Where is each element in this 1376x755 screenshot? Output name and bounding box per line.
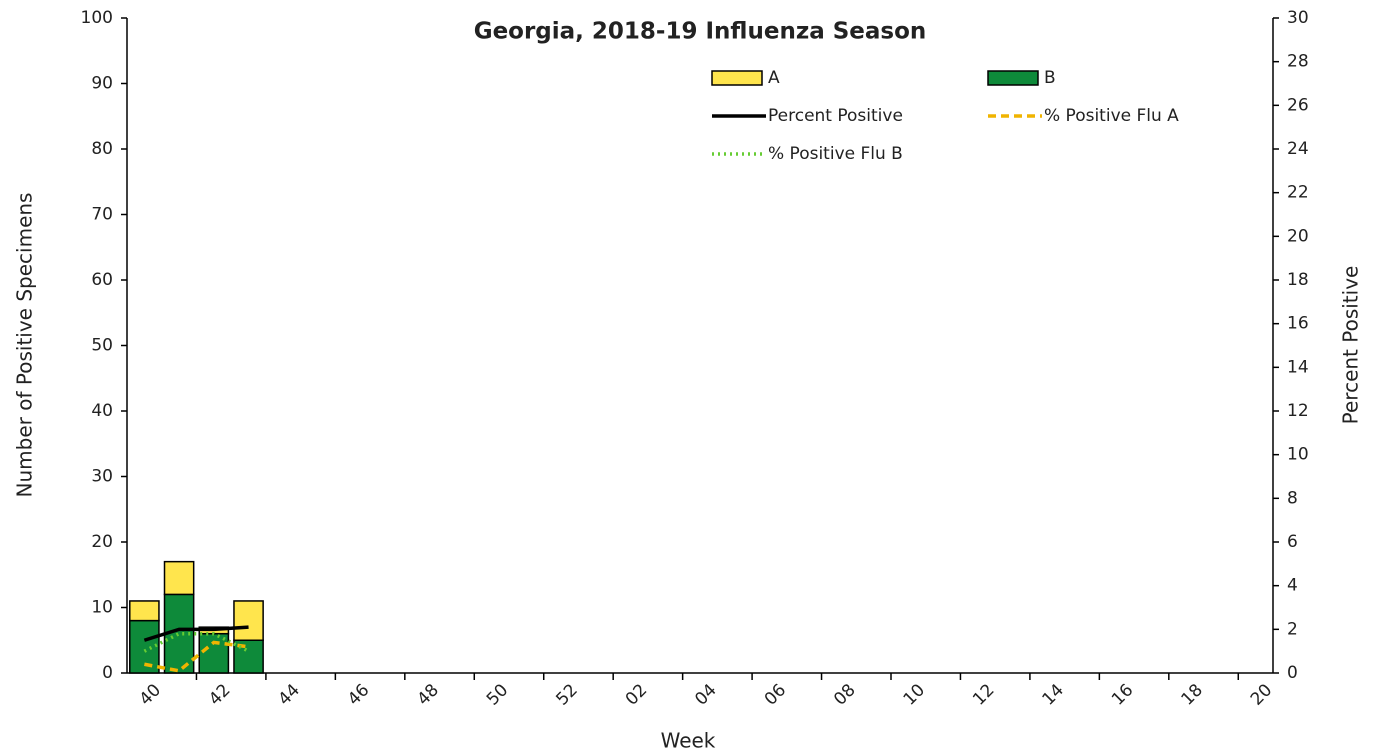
x-tick-label: 42 — [205, 680, 234, 709]
y2-tick-label: 10 — [1287, 445, 1309, 465]
x-tick-label: 40 — [136, 680, 165, 709]
legend-swatch — [711, 70, 763, 86]
legend-label: Percent Positive — [768, 106, 903, 126]
x-tick-label: 50 — [483, 680, 512, 709]
chart-title: Georgia, 2018-19 Influenza Season — [474, 19, 927, 45]
x-tick-label: 44 — [275, 680, 304, 709]
x-tick-label: 06 — [761, 680, 790, 709]
y-tick-label: 80 — [91, 139, 113, 159]
y2-tick-label: 0 — [1287, 663, 1298, 683]
x-tick-label: 14 — [1039, 680, 1068, 709]
bar — [129, 600, 160, 622]
y2-tick-label: 28 — [1287, 52, 1309, 72]
y-tick-label: 0 — [102, 663, 113, 683]
y-tick-label: 20 — [91, 532, 113, 552]
y-tick-label: 90 — [91, 74, 113, 94]
y-tick-label: 40 — [91, 401, 113, 421]
y-tick-label: 10 — [91, 598, 113, 618]
x-tick-label: 20 — [1247, 680, 1276, 709]
line-series — [143, 625, 249, 642]
y2-tick-label: 26 — [1287, 95, 1309, 115]
y-tick-label: 70 — [91, 205, 113, 225]
x-tick-label: 04 — [691, 680, 720, 709]
y2-tick-label: 14 — [1287, 357, 1309, 377]
x-axis-label: Week — [661, 729, 716, 753]
bar — [233, 600, 264, 642]
y2-tick-label: 4 — [1287, 576, 1298, 596]
y2-tick-label: 18 — [1287, 270, 1309, 290]
y-tick-label: 60 — [91, 270, 113, 290]
y2-tick-label: 30 — [1287, 8, 1309, 28]
y2-tick-label: 22 — [1287, 183, 1309, 203]
x-tick-label: 18 — [1177, 680, 1206, 709]
x-tick-label: 48 — [413, 680, 442, 709]
y2-tick-label: 12 — [1287, 401, 1309, 421]
y-tick-label: 50 — [91, 336, 113, 356]
y2-axis-label: Percent Positive — [1339, 266, 1363, 425]
y-tick-label: 100 — [81, 8, 113, 28]
legend-label: B — [1044, 68, 1056, 88]
x-tick-label: 16 — [1108, 680, 1137, 709]
x-tick-label: 12 — [969, 680, 998, 709]
x-tick-label: 08 — [830, 680, 859, 709]
x-tick-label: 10 — [900, 680, 929, 709]
y-axis-label: Number of Positive Specimens — [13, 193, 37, 498]
line-series — [144, 640, 249, 673]
legend-label: % Positive Flu B — [768, 144, 903, 164]
legend-label: A — [768, 68, 780, 88]
y2-tick-label: 8 — [1287, 488, 1298, 508]
y2-tick-label: 6 — [1287, 532, 1298, 552]
x-tick-label: 46 — [344, 680, 373, 709]
bar — [163, 560, 195, 596]
y2-tick-label: 24 — [1287, 139, 1309, 159]
x-tick-label: 52 — [552, 680, 581, 709]
x-tick-label: 02 — [622, 680, 651, 709]
y2-tick-label: 16 — [1287, 314, 1309, 334]
y2-tick-label: 20 — [1287, 226, 1309, 246]
line-series — [143, 631, 250, 653]
y2-tick-label: 2 — [1287, 619, 1298, 639]
legend-label: % Positive Flu A — [1044, 106, 1179, 126]
y-tick-label: 30 — [91, 467, 113, 487]
legend-swatch — [987, 70, 1039, 86]
